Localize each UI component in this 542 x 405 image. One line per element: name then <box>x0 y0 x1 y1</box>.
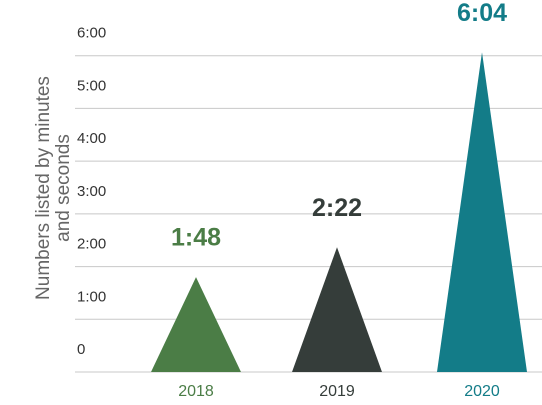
triangle-bar <box>292 247 382 372</box>
x-tick-label: 2019 <box>319 383 355 400</box>
value-label: 2:22 <box>312 194 362 222</box>
y-tick-label: 0 <box>77 341 85 358</box>
y-tick-label: 6:00 <box>77 25 106 42</box>
x-tick-label: 2018 <box>178 383 214 400</box>
y-tick-label: 4:00 <box>77 130 106 147</box>
value-label: 1:48 <box>171 224 221 252</box>
y-axis-label: and seconds <box>53 134 74 242</box>
y-tick-label: 5:00 <box>77 77 106 94</box>
x-tick-label: 2020 <box>464 383 500 400</box>
value-label: 6:04 <box>457 0 507 27</box>
y-tick-label: 2:00 <box>77 236 106 253</box>
y-tick-label: 3:00 <box>77 183 106 200</box>
triangle-bar <box>437 52 527 372</box>
y-axis-label: Numbers listed by minutes <box>33 76 54 300</box>
y-tick-label: 1:00 <box>77 288 106 305</box>
triangle-bar <box>151 277 241 372</box>
